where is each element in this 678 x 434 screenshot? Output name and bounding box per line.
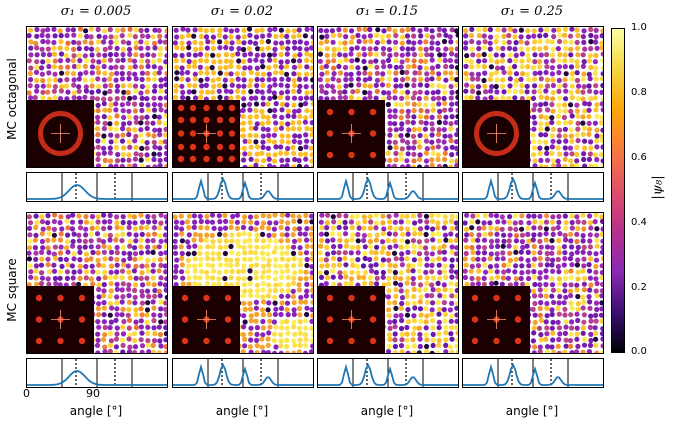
colorbar-tick: 0.4 <box>631 217 647 228</box>
angle-distribution <box>462 358 604 389</box>
column-title-1: σ₁ = 0.005 <box>60 4 132 19</box>
angle-distribution <box>172 172 314 203</box>
angle-distribution <box>462 172 604 203</box>
fft-inset <box>463 286 530 353</box>
colorbar-tick: 1.0 <box>631 22 647 33</box>
particle-panel <box>172 212 314 354</box>
angle-distribution <box>26 358 168 389</box>
fft-inset <box>318 286 385 353</box>
particle-panel <box>462 212 604 354</box>
column-title-4: σ₁ = 0.25 <box>500 4 564 19</box>
particle-panel <box>317 212 459 354</box>
particle-panel <box>462 26 604 168</box>
column-title-3: σ₁ = 0.15 <box>355 4 419 19</box>
particle-panel <box>317 26 459 168</box>
colorbar-tick: 0.0 <box>631 346 647 357</box>
colorbar <box>611 28 625 353</box>
angle-distribution <box>172 358 314 389</box>
angle-distribution <box>317 358 459 389</box>
x-axis-label-1: angle [°] <box>69 404 123 418</box>
row-label-octagonal: MC octagonal <box>5 58 19 140</box>
colorbar-tick: 0.8 <box>631 87 647 98</box>
x-axis-label-2: angle [°] <box>215 404 269 418</box>
fft-inset <box>173 100 240 167</box>
x-axis-label-4: angle [°] <box>505 404 559 418</box>
fft-inset <box>27 100 94 167</box>
column-title-2: σ₁ = 0.02 <box>210 4 274 19</box>
fft-inset <box>463 100 530 167</box>
particle-panel <box>172 26 314 168</box>
x-axis-label-3: angle [°] <box>360 404 414 418</box>
axis-tick-0: 0 <box>23 387 30 400</box>
particle-panel <box>26 212 168 354</box>
fft-inset <box>173 286 240 353</box>
colorbar-label: |ψ₈| <box>650 175 666 200</box>
fft-inset <box>318 100 385 167</box>
angle-distribution <box>317 172 459 203</box>
axis-tick-90: 90 <box>86 387 100 400</box>
particle-panel <box>26 26 168 168</box>
row-label-square: MC square <box>5 258 19 322</box>
angle-distribution <box>26 172 168 203</box>
colorbar-tick: 0.6 <box>631 152 647 163</box>
fft-inset <box>27 286 94 353</box>
colorbar-tick: 0.2 <box>631 282 647 293</box>
